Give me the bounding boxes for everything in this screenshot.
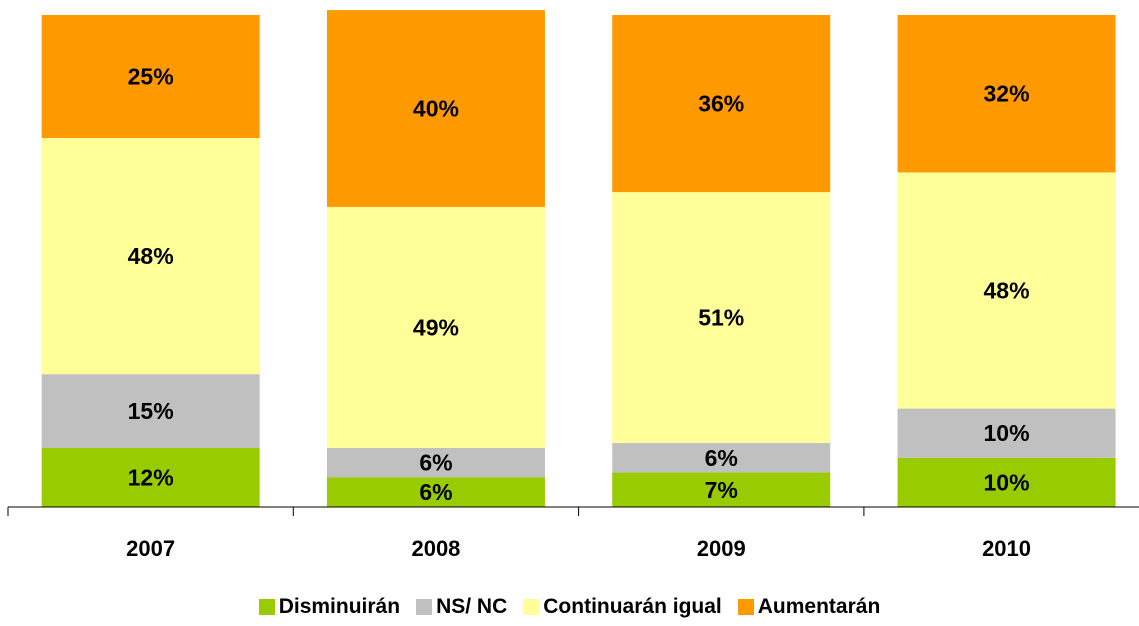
x-tick-label-2009: 2009 <box>697 536 746 561</box>
bar-segment-2009-1 <box>612 443 831 473</box>
x-tick-label-2008: 2008 <box>411 536 460 561</box>
legend: Disminuirán NS/ NC Continuarán igual Aument… <box>0 592 1139 622</box>
legend-swatch <box>416 599 433 615</box>
data-label-2009-2: 51% <box>698 305 744 331</box>
bar-segment-2009-0 <box>612 472 831 507</box>
data-label-2010-3: 32% <box>984 81 1030 107</box>
x-tick-labels-group: 2007 2008 2009 2010 <box>126 536 1031 561</box>
data-label-2008-3: 40% <box>413 95 459 121</box>
bar-segment-2009-2 <box>612 192 831 444</box>
bar-segment-2010-1 <box>897 408 1116 458</box>
x-axis <box>7 506 1139 516</box>
bar-segment-2007-2 <box>41 138 260 375</box>
bar-segment-2010-3 <box>897 15 1116 173</box>
data-label-2010-2: 48% <box>984 278 1030 304</box>
bar-segment-2007-3 <box>41 15 260 138</box>
bar-segment-2009-3 <box>612 15 831 193</box>
x-tick-label-2010: 2010 <box>982 536 1031 561</box>
legend-item-0: Disminuirán <box>258 595 401 619</box>
bar-segment-2007-1 <box>41 374 260 448</box>
legend-swatch <box>737 599 754 615</box>
data-label-2008-1: 6% <box>419 450 452 476</box>
data-label-2007-0: 12% <box>128 464 174 490</box>
data-label-2009-3: 36% <box>698 91 744 117</box>
legend-swatch <box>523 599 540 615</box>
data-label-2008-0: 6% <box>419 479 452 505</box>
data-label-2010-0: 10% <box>984 469 1030 495</box>
data-label-2007-1: 15% <box>128 398 174 424</box>
bar-segment-2008-0 <box>326 477 545 507</box>
bar-segment-2010-0 <box>897 457 1116 507</box>
bar-segment-2007-0 <box>41 447 260 507</box>
data-label-2009-1: 6% <box>705 445 738 471</box>
data-label-2009-0: 7% <box>705 477 738 503</box>
bar-segment-2008-2 <box>326 206 545 448</box>
legend-item-3: Aumentarán <box>737 595 881 619</box>
legend-label: Disminuirán <box>278 595 401 618</box>
legend-item-2: Continuarán igual <box>523 595 722 619</box>
segment-labels-group: 12% 15% 48% 25% 6% 6% 49% 40% 7% 6% 51% 36% 10% 10% 48… <box>128 64 1030 506</box>
legend-label: Continuarán igual <box>543 595 722 618</box>
data-label-2007-3: 25% <box>128 64 174 90</box>
bar-segment-2008-3 <box>326 10 545 207</box>
legend-swatch <box>258 599 275 615</box>
legend-item-1: NS/ NC <box>416 595 507 619</box>
bar-segment-2008-1 <box>326 447 545 478</box>
legend-label: NS/ NC <box>436 595 508 618</box>
legend-label: Aumentarán <box>757 595 881 618</box>
data-label-2008-2: 49% <box>413 314 459 340</box>
bar-segment-2010-2 <box>897 172 1116 409</box>
data-label-2010-1: 10% <box>984 420 1030 446</box>
x-tick-label-2007: 2007 <box>126 536 175 561</box>
data-label-2007-2: 48% <box>128 243 174 269</box>
bars-group <box>41 10 1116 507</box>
